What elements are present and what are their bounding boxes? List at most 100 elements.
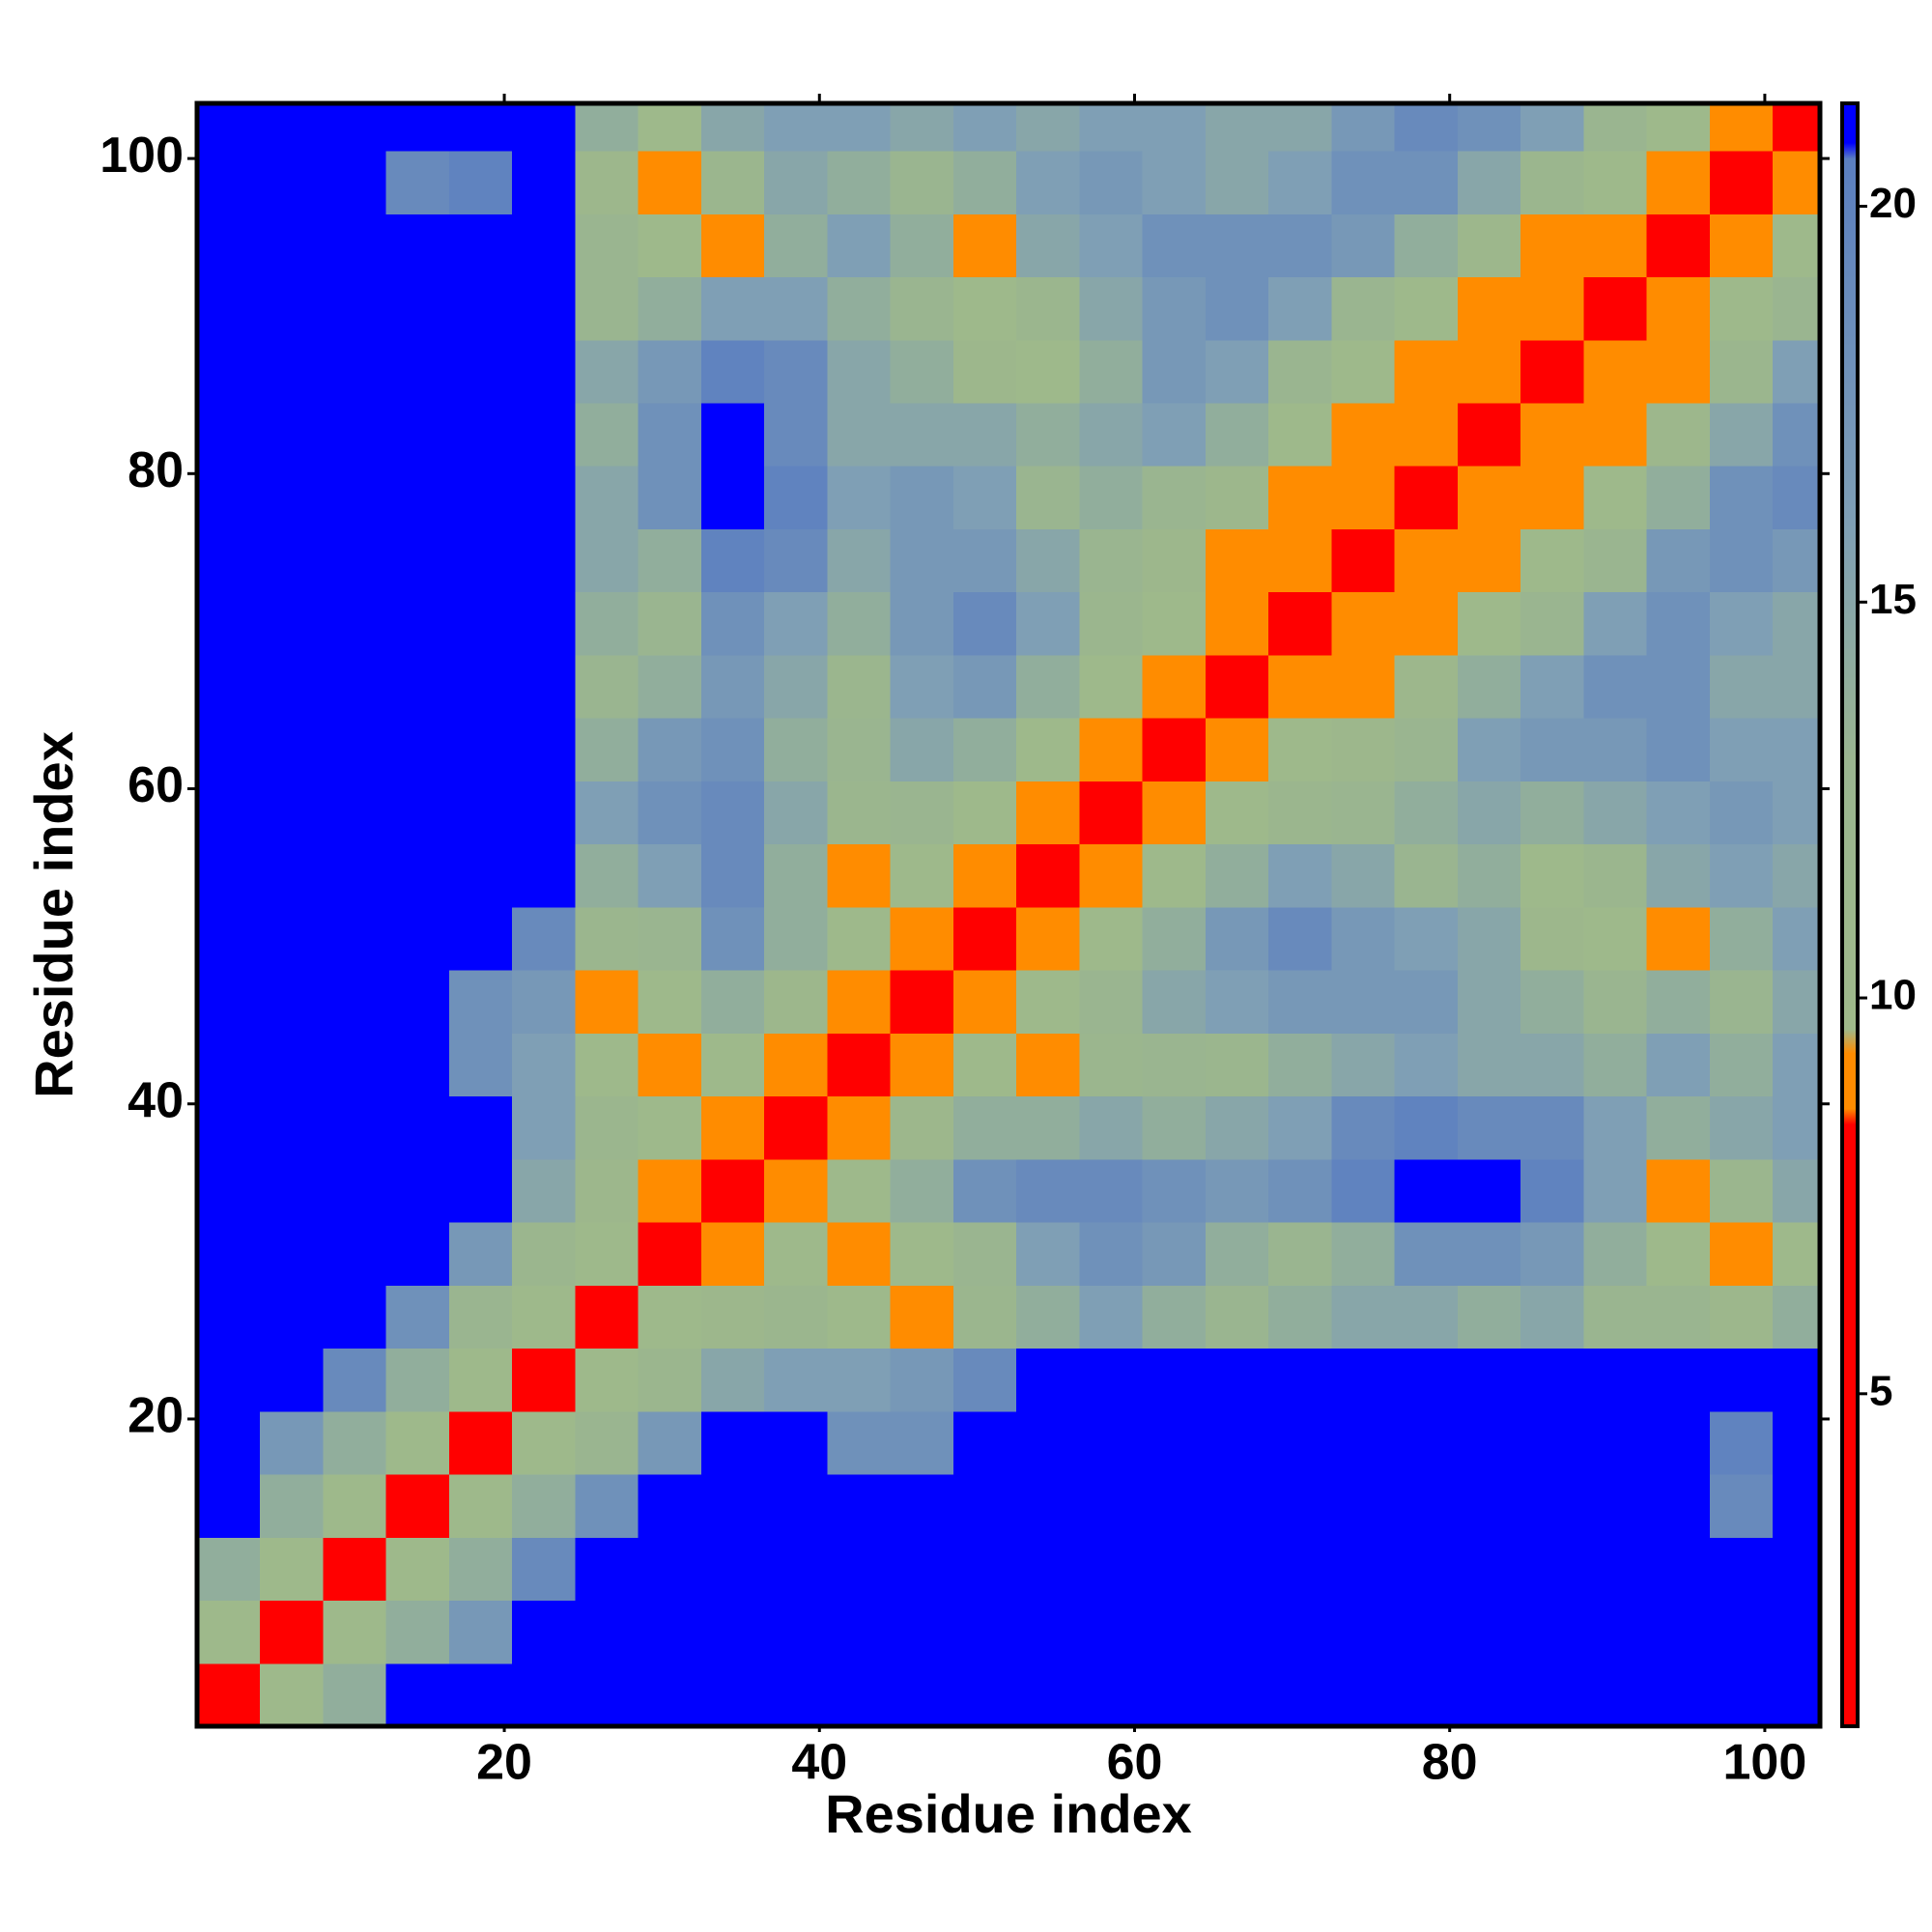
heatmap-cell: [1268, 1662, 1332, 1727]
heatmap-cell: [1142, 150, 1207, 214]
heatmap-cell: [323, 150, 387, 214]
heatmap-cell: [1709, 718, 1774, 781]
heatmap-cell: [1016, 718, 1080, 781]
heatmap-cell: [1646, 1348, 1711, 1412]
heatmap-cell: [1646, 1537, 1711, 1602]
heatmap-cell: [1142, 466, 1207, 529]
heatmap-cell: [385, 103, 450, 152]
heatmap-cell: [1646, 103, 1711, 152]
heatmap-cell: [1331, 1600, 1396, 1664]
heatmap-cell: [385, 1033, 450, 1097]
heatmap-cell: [575, 718, 639, 781]
heatmap-cell: [1773, 1222, 1821, 1286]
heatmap-cell: [1079, 591, 1144, 656]
heatmap-cell: [638, 1474, 702, 1538]
y-tick-label: 100: [99, 128, 184, 184]
heatmap-cell: [323, 1222, 387, 1286]
heatmap-cell: [890, 843, 954, 908]
heatmap-cell: [827, 1158, 892, 1223]
heatmap-cell: [260, 970, 325, 1034]
heatmap-cell: [448, 339, 513, 404]
heatmap-cell: [1520, 1474, 1584, 1538]
heatmap-cell: [512, 528, 577, 593]
heatmap-cell: [890, 591, 954, 656]
heatmap-cell: [1709, 1033, 1774, 1097]
heatmap-cell: [890, 1348, 954, 1412]
heatmap-cell: [1079, 213, 1144, 278]
heatmap-cell: [1773, 528, 1821, 593]
heatmap-cell: [764, 1033, 829, 1097]
heatmap-cell: [260, 1033, 325, 1097]
heatmap-cell: [1142, 1033, 1207, 1097]
heatmap-cell: [700, 654, 765, 719]
heatmap-cell: [952, 1474, 1017, 1538]
heatmap-cell: [1709, 213, 1774, 278]
heatmap-cell: [1520, 970, 1584, 1034]
heatmap-cell: [1016, 1095, 1080, 1160]
heatmap-cell: [1773, 150, 1821, 214]
heatmap-cell: [1709, 1600, 1774, 1664]
heatmap-cell: [1142, 528, 1207, 593]
heatmap-cell: [1205, 1348, 1269, 1412]
heatmap-cell: [1583, 843, 1648, 908]
heatmap-cell: [260, 781, 325, 845]
heatmap-cell: [1079, 1285, 1144, 1350]
heatmap-cell: [952, 1348, 1017, 1412]
heatmap-cell: [1268, 1033, 1332, 1097]
heatmap-cell: [260, 1095, 325, 1160]
heatmap-cell: [197, 402, 261, 467]
heatmap-cell: [1394, 1662, 1459, 1727]
heatmap-cell: [1142, 1095, 1207, 1160]
heatmap-cell: [827, 103, 892, 152]
heatmap-cell: [575, 1662, 639, 1727]
heatmap-cell: [638, 1537, 702, 1602]
heatmap-cell: [1079, 1537, 1144, 1602]
heatmap-cell: [1079, 150, 1144, 214]
heatmap-cell: [1142, 591, 1207, 656]
heatmap-cell: [890, 906, 954, 971]
heatmap-cell: [1773, 843, 1821, 908]
heatmap-cell: [1520, 1410, 1584, 1475]
heatmap-cell: [197, 781, 261, 845]
heatmap-cell: [764, 781, 829, 845]
heatmap-cell: [1016, 1662, 1080, 1727]
heatmap-cell: [700, 843, 765, 908]
heatmap-cell: [1079, 843, 1144, 908]
heatmap-cell: [1394, 843, 1459, 908]
heatmap-cell: [1646, 1222, 1711, 1286]
heatmap-cell: [1520, 1222, 1584, 1286]
heatmap-cell: [1016, 1410, 1080, 1475]
heatmap-cell: [1205, 103, 1269, 152]
heatmap-cell: [827, 1410, 892, 1475]
heatmap-cell: [323, 781, 387, 845]
heatmap-cell: [1142, 1285, 1207, 1350]
heatmap-cell: [1331, 654, 1396, 719]
colorbar-tick-label: 5: [1869, 1367, 1892, 1414]
heatmap-cell: [575, 1410, 639, 1475]
heatmap-cell: [1394, 466, 1459, 529]
heatmap-cell: [512, 1474, 577, 1538]
heatmap-cell: [638, 1033, 702, 1097]
heatmap-cell: [890, 1285, 954, 1350]
heatmap-cell: [1583, 1410, 1648, 1475]
heatmap-cell: [890, 402, 954, 467]
heatmap-cell: [385, 781, 450, 845]
heatmap-cell: [197, 1474, 261, 1538]
heatmap-cell: [1646, 1662, 1711, 1727]
heatmap-cell: [1646, 718, 1711, 781]
heatmap-cell: [1646, 276, 1711, 341]
heatmap-cell: [260, 1285, 325, 1350]
heatmap-cell: [827, 1095, 892, 1160]
heatmap-cell: [575, 970, 639, 1034]
heatmap-cell: [1773, 1285, 1821, 1350]
heatmap-cell: [1079, 528, 1144, 593]
heatmap-cell: [1520, 213, 1584, 278]
heatmap-cell: [1079, 466, 1144, 529]
heatmap-cell: [1520, 781, 1584, 845]
heatmap-cell: [1331, 1285, 1396, 1350]
heatmap-cell: [764, 466, 829, 529]
heatmap-cell: [1205, 213, 1269, 278]
heatmap-cell: [1520, 402, 1584, 467]
heatmap-cell: [1773, 1474, 1821, 1538]
heatmap-cell: [1016, 781, 1080, 845]
